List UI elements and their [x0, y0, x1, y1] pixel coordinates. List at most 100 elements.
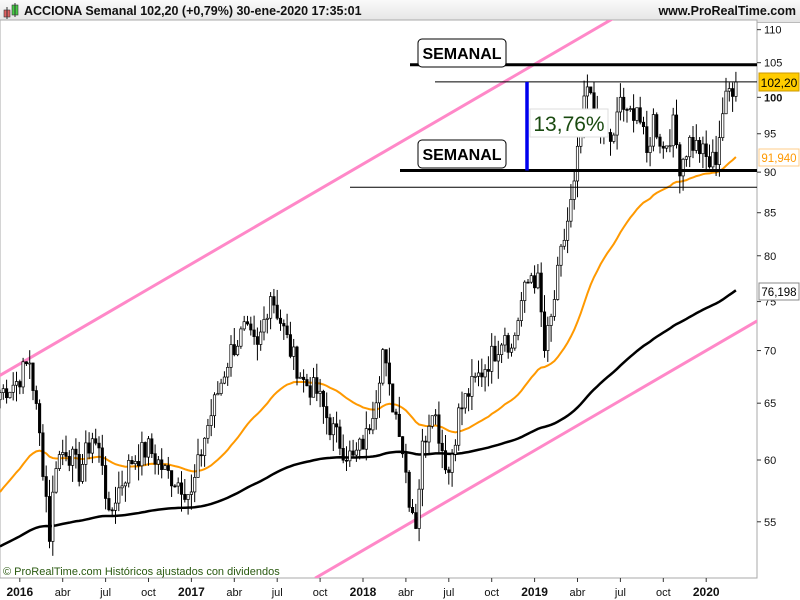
candle-body: [209, 415, 213, 426]
candle-body: [156, 459, 160, 465]
candle-body: [100, 447, 104, 466]
candle-body: [506, 335, 510, 353]
candle-body: [186, 494, 190, 500]
candle-body: [226, 367, 230, 378]
x-tick-label: jul: [99, 587, 111, 599]
candle-body: [427, 425, 431, 443]
candle-body: [513, 335, 517, 349]
candle-body: [146, 438, 151, 458]
candle-body: [189, 491, 193, 495]
candle-body: [302, 376, 306, 380]
candlestick-logo-icon: [3, 3, 19, 19]
footer-credit: © ProRealTime.com Históricos ajustados c…: [3, 566, 280, 578]
candle-body: [414, 512, 418, 529]
candle-body: [585, 86, 589, 97]
y-tick-label: 95: [764, 129, 776, 141]
y-tick-label: 55: [764, 517, 776, 529]
y-tick-label: 80: [764, 251, 776, 263]
candle-body: [90, 438, 94, 454]
candle-body: [249, 323, 253, 331]
y-tick-label: 90: [764, 167, 776, 179]
candle-body: [457, 407, 461, 446]
y-tick-label: 100: [764, 92, 782, 104]
candle-body: [117, 487, 121, 504]
candle-body: [701, 143, 705, 155]
candle-body: [216, 393, 220, 396]
candle-body: [54, 468, 58, 493]
semanal-label-bottom-box: [417, 139, 507, 169]
candle-body: [731, 88, 735, 97]
candle-body: [67, 456, 71, 466]
y-tick-label: 85: [764, 208, 776, 220]
candle-body: [47, 496, 52, 542]
candle-body: [618, 96, 622, 113]
candle-body: [348, 450, 352, 462]
candle-body: [589, 86, 593, 94]
candle-body: [632, 108, 636, 121]
chart-header: ACCIONA Semanal 102,20 (+0,79%) 30-ene-2…: [0, 0, 800, 23]
candle-body: [229, 344, 233, 368]
candle-body: [285, 325, 289, 335]
candle-body: [401, 436, 405, 455]
candle-body: [272, 296, 276, 306]
candle-body: [665, 145, 669, 149]
candle-body: [41, 432, 45, 477]
candle-body: [262, 319, 266, 333]
candle-body: [684, 156, 688, 160]
candle-body: [711, 151, 715, 168]
candle-body: [288, 334, 292, 357]
candle-body: [1, 388, 5, 393]
y-tick-label: 60: [764, 455, 776, 467]
candle-body: [556, 264, 560, 300]
candle-body: [341, 448, 345, 461]
candle-body: [28, 362, 32, 365]
candle-body: [384, 349, 388, 364]
candle-body: [470, 376, 474, 397]
candle-body: [107, 498, 111, 511]
candle-body: [638, 107, 642, 123]
candle-body: [552, 299, 556, 317]
candle-body: [292, 346, 296, 357]
candle-body: [315, 377, 319, 394]
candle-body: [394, 411, 398, 415]
candle-body: [269, 296, 273, 319]
candle-body: [8, 391, 12, 399]
range-percent-label: 13,76%: [533, 113, 604, 136]
last-price-tag-box: [758, 72, 800, 92]
candle-body: [734, 81, 738, 97]
candle-body: [74, 448, 78, 455]
candle-body: [255, 336, 259, 345]
candle-body: [486, 369, 490, 372]
candle-body: [278, 317, 283, 324]
candle-body: [236, 345, 240, 356]
candle-body: [539, 272, 543, 313]
candle-body: [490, 345, 494, 372]
site-link[interactable]: www.ProRealTime.com: [658, 4, 796, 18]
candle-body: [529, 275, 533, 283]
candle-body: [21, 361, 25, 388]
candle-body: [549, 316, 553, 326]
candle-body: [523, 281, 527, 301]
candle-body: [232, 344, 236, 356]
x-tick-label: 2016: [6, 585, 33, 599]
candle-body: [381, 349, 385, 384]
candle-body: [509, 347, 514, 353]
x-tick-label: 2020: [693, 585, 720, 599]
candle-body: [546, 325, 550, 351]
candle-body: [410, 506, 415, 513]
y-tick-label: 70: [764, 346, 776, 358]
x-tick-label: jul: [271, 587, 283, 599]
candle-body: [173, 485, 177, 488]
candle-body: [18, 381, 22, 388]
candle-body: [437, 414, 441, 444]
candle-body: [391, 383, 395, 413]
candle-body: [328, 417, 332, 436]
candle-body: [645, 126, 649, 153]
candle-body: [476, 372, 481, 377]
y-tick-label: 65: [764, 398, 776, 410]
candle-body: [467, 393, 471, 397]
candle-body: [661, 145, 665, 149]
candle-body: [311, 377, 316, 398]
candle-body: [559, 245, 563, 266]
